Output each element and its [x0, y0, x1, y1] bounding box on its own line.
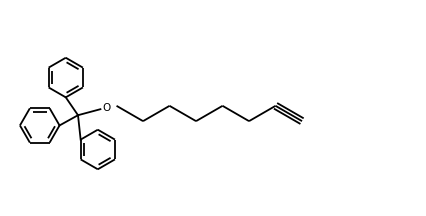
Text: O: O: [103, 103, 111, 113]
